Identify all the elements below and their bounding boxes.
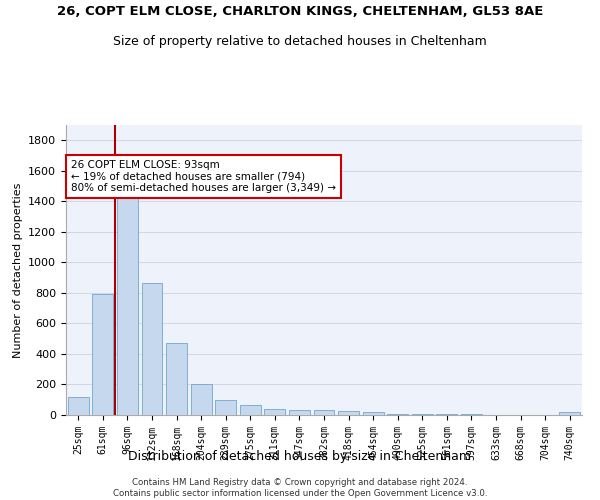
Bar	[166, 344, 187, 415]
Bar	[362, 412, 383, 415]
Bar	[68, 396, 89, 415]
Text: Size of property relative to detached houses in Cheltenham: Size of property relative to detached ho…	[113, 35, 487, 48]
Text: Distribution of detached houses by size in Cheltenham: Distribution of detached houses by size …	[128, 450, 472, 463]
Bar	[191, 384, 212, 415]
Bar	[215, 400, 236, 415]
Bar	[240, 405, 261, 415]
Text: Contains HM Land Registry data © Crown copyright and database right 2024.
Contai: Contains HM Land Registry data © Crown c…	[113, 478, 487, 498]
Bar	[338, 411, 359, 415]
Bar	[314, 410, 334, 415]
Bar	[265, 408, 286, 415]
Bar	[117, 192, 138, 415]
Bar	[289, 410, 310, 415]
Bar	[559, 412, 580, 415]
Bar	[412, 414, 433, 415]
Text: 26, COPT ELM CLOSE, CHARLTON KINGS, CHELTENHAM, GL53 8AE: 26, COPT ELM CLOSE, CHARLTON KINGS, CHEL…	[57, 5, 543, 18]
Text: 26 COPT ELM CLOSE: 93sqm
← 19% of detached houses are smaller (794)
80% of semi-: 26 COPT ELM CLOSE: 93sqm ← 19% of detach…	[71, 160, 336, 193]
Bar	[387, 414, 408, 415]
Bar	[142, 283, 163, 415]
Bar	[461, 414, 482, 415]
Y-axis label: Number of detached properties: Number of detached properties	[13, 182, 23, 358]
Bar	[436, 414, 457, 415]
Bar	[92, 294, 113, 415]
